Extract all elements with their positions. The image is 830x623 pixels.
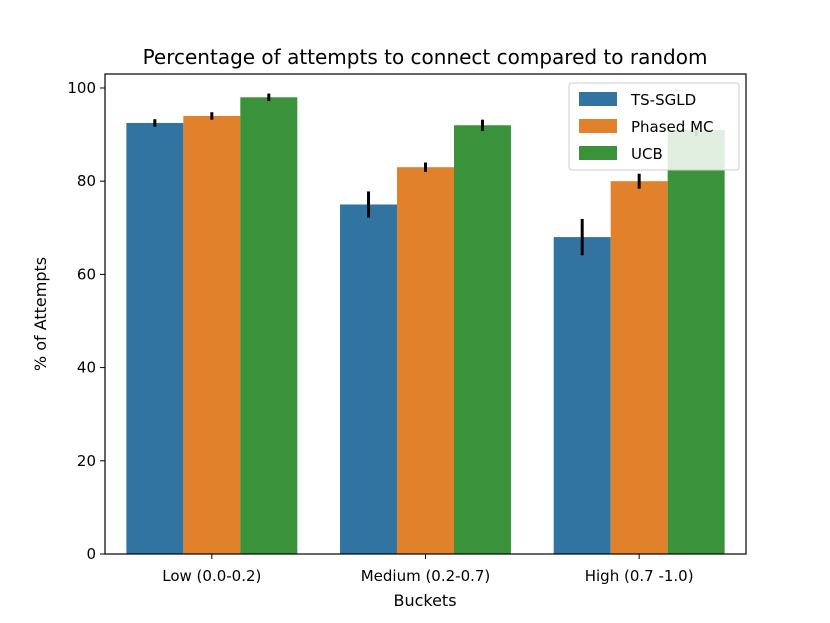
bar-ucb-2 [667,129,725,554]
bar-ts-sgld-0 [126,122,184,554]
y-tick-label: 80 [77,172,96,190]
x-axis: Low (0.0-0.2) Medium (0.2-0.7) High (0.7 -… [162,554,694,585]
y-tick-label: 20 [77,452,96,470]
x-tick-label: Low (0.0-0.2) [162,567,261,585]
y-tick-label: 0 [86,545,96,563]
legend-swatch [579,119,617,133]
y-tick-label: 60 [77,265,96,283]
legend-label: TS-SGLD [630,91,696,109]
bars-layer [126,97,725,555]
error-bars-layer [153,93,698,256]
bar-phased-mc-2 [610,181,668,555]
y-axis: 0 20 40 60 80 100 [67,79,105,563]
y-tick-label: 100 [67,79,96,97]
y-axis-label: % of Attempts [31,257,50,371]
legend-swatch [579,146,617,160]
legend-swatch [579,92,617,106]
legend-label: UCB [631,145,663,163]
legend-label: Phased MC [631,118,714,136]
x-tick-label: High (0.7 -1.0) [585,567,694,585]
y-tick-label: 40 [77,359,96,377]
x-axis-label: Buckets [393,591,456,610]
bar-ucb-1 [453,125,511,554]
bar-ucb-0 [240,97,298,555]
bar-ts-sgld-1 [340,204,398,554]
bar-phased-mc-0 [183,115,241,555]
bar-phased-mc-1 [397,167,454,554]
x-tick-label: Medium (0.2-0.7) [361,567,491,585]
legend: TS-SGLD Phased MC UCB [568,82,740,171]
bar-ts-sgld-2 [553,237,611,554]
chart-title: Percentage of attempts to connect compar… [143,45,708,69]
